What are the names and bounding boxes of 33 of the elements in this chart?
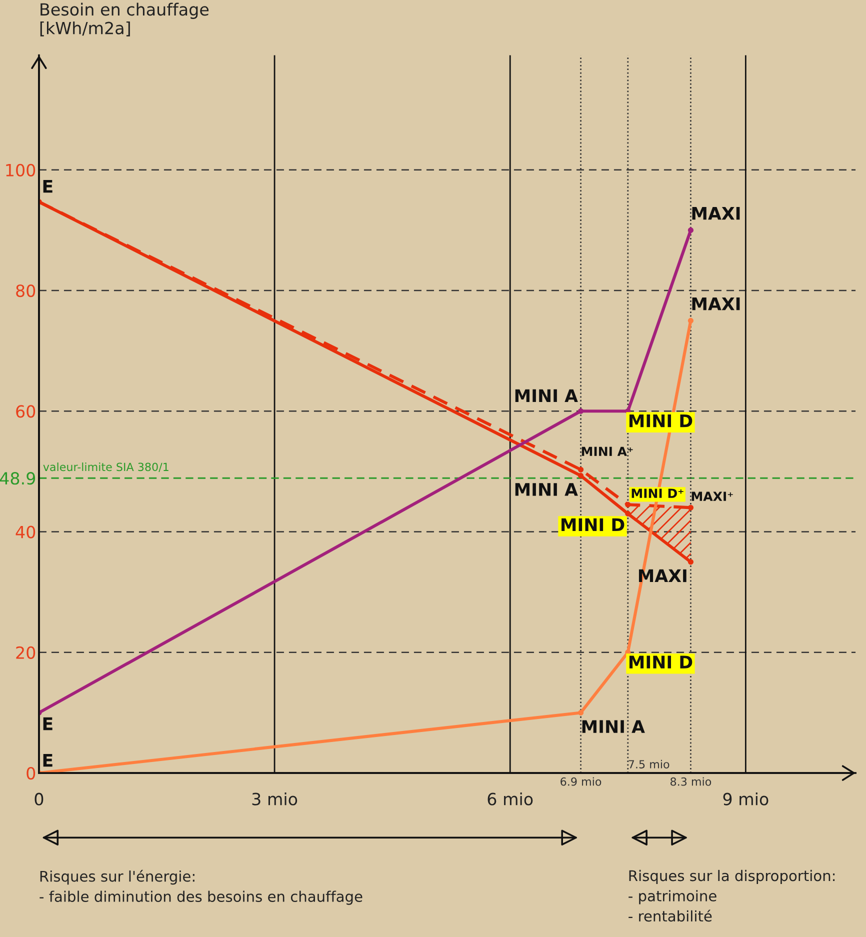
annotation: MINI D⁺ (632, 488, 684, 498)
annotation: MINI A (582, 720, 645, 733)
y-tick-label: 48.9 (0, 472, 36, 485)
annotation: E (43, 754, 52, 767)
y-tick-label: 60 (16, 405, 36, 418)
annotation: E (43, 180, 52, 193)
ref-line-label: 7.5 mio (628, 760, 670, 768)
y-axis-title: Besoin en chauffage [kWh/m2a] (40, 2, 209, 36)
annotation: MAXI (638, 569, 686, 582)
annotation: E (43, 717, 52, 730)
annotation: MINI D (629, 414, 692, 428)
x-tick-label: 3 mio (252, 792, 298, 806)
ref-line-label: 6.9 mio (560, 777, 602, 786)
annotation: MAXI (692, 297, 740, 310)
annotation: MINI D (629, 656, 692, 668)
ref-line-label: 8.3 mio (670, 777, 712, 786)
y-tick-label: 80 (16, 284, 36, 298)
text: Risques sur l'énergie: - faible diminution des besoins en chauffage (40, 870, 362, 905)
x-tick-label: 6 mio (488, 792, 533, 806)
x-tick-label: 0 (34, 792, 44, 806)
annotation: MAXI⁺ (692, 492, 733, 501)
y-tick-label: 100 (6, 164, 36, 176)
y-tick-label: 0 (26, 766, 36, 780)
annotation: MINI D (562, 518, 624, 532)
text: Risques sur la disproportion: - patrimoine - rentabilité (628, 870, 835, 922)
ref-line-label: valeur-limite SIA 380/1 (43, 462, 168, 472)
annotation: MINI A⁺ (582, 446, 633, 456)
annotation: MINI A (515, 389, 578, 402)
y-tick-label: 40 (16, 526, 36, 538)
annotation: MAXI (692, 206, 740, 220)
annotation: MINI A (515, 483, 578, 496)
y-tick-label: 20 (16, 646, 36, 659)
x-tick-label: 9 mio (723, 792, 768, 806)
